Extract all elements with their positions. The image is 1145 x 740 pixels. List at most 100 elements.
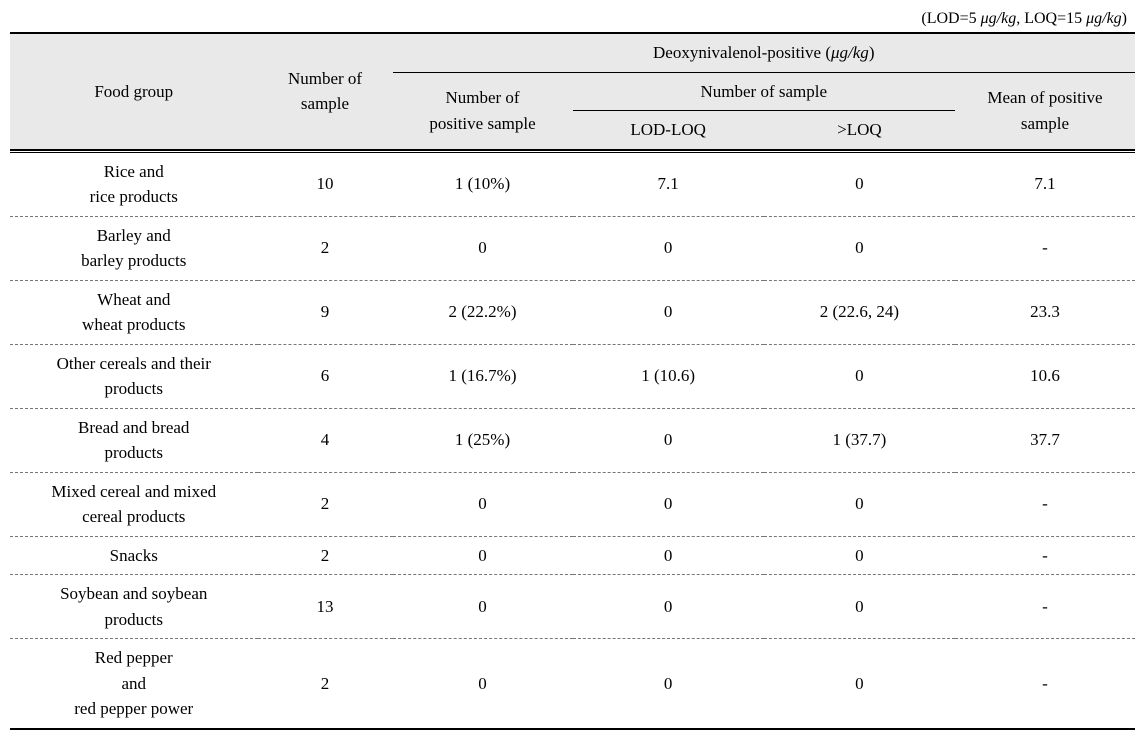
cell-lod-loq: 0: [573, 536, 764, 575]
cell-mean: 23.3: [955, 280, 1135, 344]
cell-positive-sample: 1 (16.7%): [393, 344, 573, 408]
cell-mean: 7.1: [955, 151, 1135, 216]
food-group-line: rice products: [90, 187, 178, 206]
cell-number-of-sample: 4: [258, 408, 393, 472]
cell-food-group: Rice and rice products: [10, 151, 258, 216]
header-positive: Number of positive sample: [393, 72, 573, 149]
cell-positive-sample: 0: [393, 472, 573, 536]
food-group-line: Barley and: [97, 226, 171, 245]
cell-mean: -: [955, 472, 1135, 536]
header-group-prefix: Deoxynivalenol-positive (: [653, 43, 831, 62]
header-subgroup: Number of sample: [573, 72, 956, 111]
food-group-line: Mixed cereal and mixed: [51, 482, 216, 501]
header-lod-loq: LOD-LOQ: [573, 111, 764, 150]
cell-lod-loq: 1 (10.6): [573, 344, 764, 408]
cell-positive-sample: 0: [393, 536, 573, 575]
cell-gt-loq: 1 (37.7): [764, 408, 955, 472]
cell-mean: 10.6: [955, 344, 1135, 408]
food-group-line: Wheat and: [97, 290, 170, 309]
table-row: Rice andrice products101 (10%)7.107.1: [10, 151, 1135, 216]
cell-mean: -: [955, 536, 1135, 575]
cell-lod-loq: 7.1: [573, 151, 764, 216]
cell-lod-loq: 0: [573, 280, 764, 344]
cell-number-of-sample: 2: [258, 472, 393, 536]
cell-number-of-sample: 10: [258, 151, 393, 216]
cell-gt-loq: 0: [764, 536, 955, 575]
cell-positive-sample: 0: [393, 216, 573, 280]
header-number-of-sample: Number of sample: [258, 33, 393, 149]
food-group-line: cereal products: [82, 507, 185, 526]
cell-positive-sample: 0: [393, 575, 573, 639]
cell-positive-sample: 1 (10%): [393, 151, 573, 216]
cell-positive-sample: 2 (22.2%): [393, 280, 573, 344]
cell-mean: 37.7: [955, 408, 1135, 472]
cell-positive-sample: 1 (25%): [393, 408, 573, 472]
table-caption: (LOD=5 μg/kg, LOQ=15 μg/kg): [10, 10, 1135, 28]
table-body: Rice andrice products101 (10%)7.107.1Bar…: [10, 149, 1135, 729]
food-group-line: Bread and bread: [78, 418, 189, 437]
cell-number-of-sample: 13: [258, 575, 393, 639]
cell-gt-loq: 0: [764, 344, 955, 408]
food-group-line: Other cereals and their: [57, 354, 211, 373]
food-group-line: products: [104, 610, 163, 629]
cell-gt-loq: 2 (22.6, 24): [764, 280, 955, 344]
cell-lod-loq: 0: [573, 216, 764, 280]
table-row: Red pepperandred pepper power2000-: [10, 639, 1135, 729]
cell-mean: -: [955, 216, 1135, 280]
food-group-line: Red pepper: [95, 648, 173, 667]
cell-lod-loq: 0: [573, 639, 764, 729]
cell-gt-loq: 0: [764, 639, 955, 729]
food-group-line: products: [104, 443, 163, 462]
food-group-line: Snacks: [110, 546, 158, 565]
caption-text-suffix: ): [1122, 10, 1127, 27]
cell-food-group: Barley and barley products: [10, 216, 258, 280]
cell-gt-loq: 0: [764, 472, 955, 536]
table-row: Soybean and soybeanproducts13000-: [10, 575, 1135, 639]
table-row: Barley andbarley products2000-: [10, 216, 1135, 280]
cell-food-group: Snacks: [10, 536, 258, 575]
table-row: Bread and bread products 41 (25%)01 (37.7)…: [10, 408, 1135, 472]
cell-food-group: Bread and bread products: [10, 408, 258, 472]
food-group-line: barley products: [81, 251, 186, 270]
food-group-line: and: [121, 674, 146, 693]
table-row: Snacks2000-: [10, 536, 1135, 575]
food-group-line: products: [104, 379, 163, 398]
cell-food-group: Wheat and wheat products: [10, 280, 258, 344]
food-group-line: Soybean and soybean: [60, 584, 207, 603]
cell-mean: -: [955, 639, 1135, 729]
cell-lod-loq: 0: [573, 408, 764, 472]
cell-food-group: Other cereals and their products: [10, 344, 258, 408]
cell-number-of-sample: 2: [258, 639, 393, 729]
header-num-sample-l1: Number of: [288, 69, 362, 88]
food-group-line: Rice and: [104, 162, 164, 181]
header-group-title: Deoxynivalenol-positive (μg/kg): [393, 33, 1136, 72]
cell-lod-loq: 0: [573, 472, 764, 536]
food-group-line: wheat products: [82, 315, 185, 334]
caption-unit-1: μg/kg: [981, 10, 1017, 27]
header-mean-l2: sample: [1021, 114, 1069, 133]
table-row: Other cereals and their products 61 (16.7%…: [10, 344, 1135, 408]
cell-number-of-sample: 9: [258, 280, 393, 344]
caption-text-mid: , LOQ=15: [1016, 10, 1086, 27]
header-group-suffix: ): [869, 43, 875, 62]
cell-gt-loq: 0: [764, 151, 955, 216]
cell-number-of-sample: 6: [258, 344, 393, 408]
caption-text-prefix: (LOD=5: [921, 10, 980, 27]
cell-positive-sample: 0: [393, 639, 573, 729]
header-mean-l1: Mean of positive: [987, 88, 1102, 107]
cell-food-group: Mixed cereal and mixed cereal products: [10, 472, 258, 536]
cell-food-group: Soybean and soybean products: [10, 575, 258, 639]
header-positive-l2: positive sample: [429, 114, 535, 133]
cell-food-group: Red pepper and red pepper power: [10, 639, 258, 729]
data-table: Food group Number of sample Deoxynivalen…: [10, 32, 1135, 730]
header-gt-loq: >LOQ: [764, 111, 955, 150]
cell-number-of-sample: 2: [258, 536, 393, 575]
caption-unit-2: μg/kg: [1086, 10, 1122, 27]
cell-lod-loq: 0: [573, 575, 764, 639]
table-row: Wheat and wheat products 92 (22.2%)02 (22.…: [10, 280, 1135, 344]
header-food-group: Food group: [10, 33, 258, 149]
header-group-unit: μg/kg: [831, 43, 869, 62]
header-num-sample-l2: sample: [301, 94, 349, 113]
cell-number-of-sample: 2: [258, 216, 393, 280]
food-group-line: red pepper power: [74, 699, 193, 718]
